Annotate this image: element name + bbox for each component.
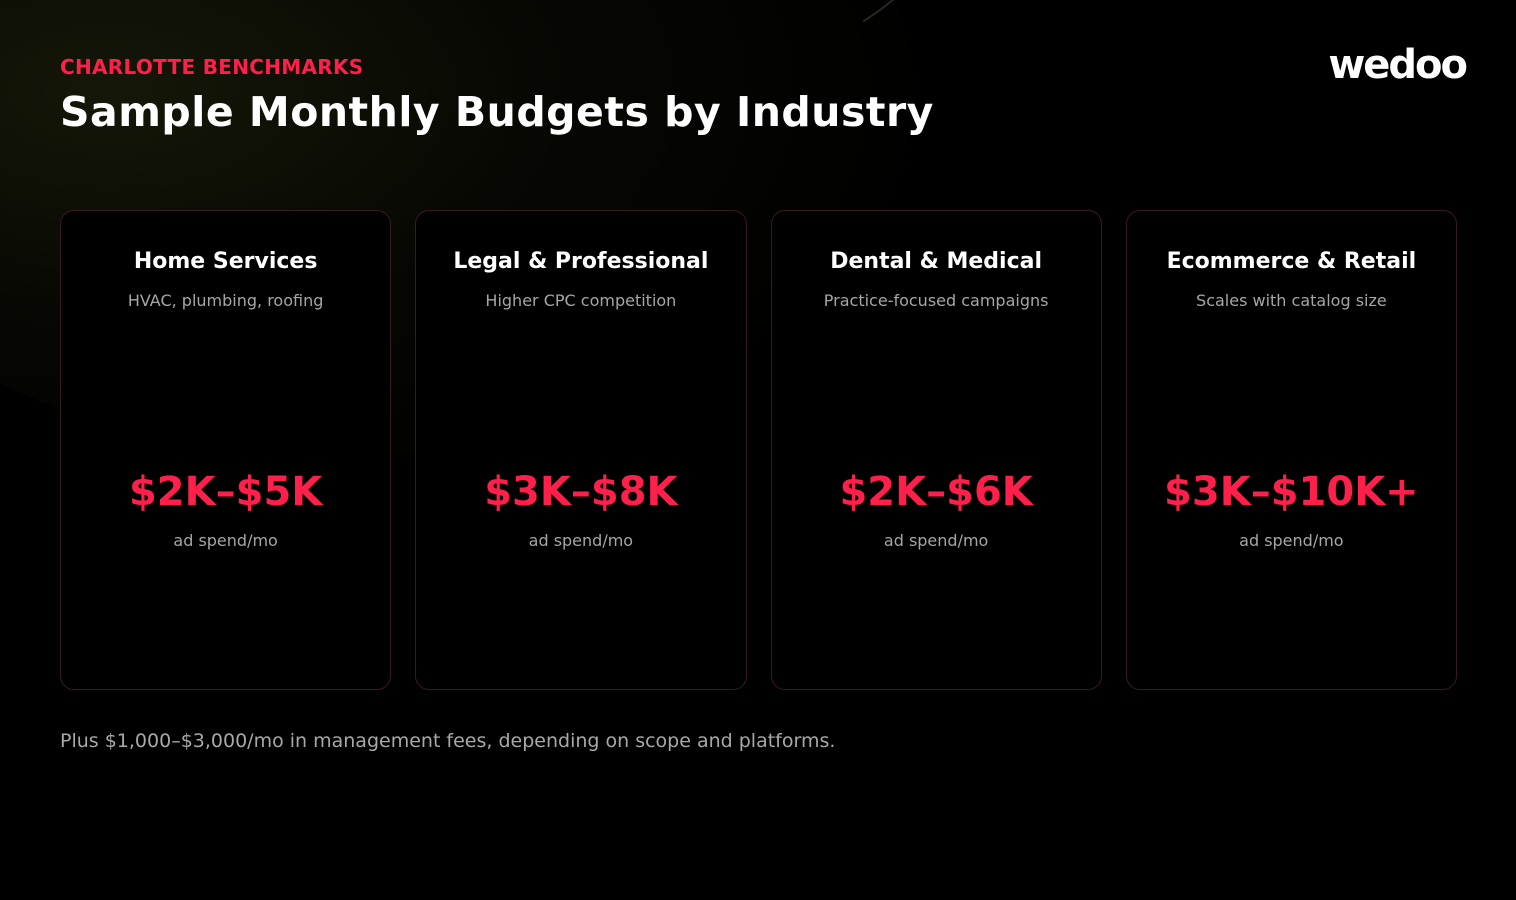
wedoo-logo: wedoo bbox=[1328, 42, 1468, 88]
page-title: Sample Monthly Budgets by Industry bbox=[60, 88, 934, 136]
card-budget-unit: ad spend/mo bbox=[883, 531, 989, 550]
card-budget-value: $3K–$8K bbox=[484, 469, 678, 515]
management-fee-note: Plus $1,000–$3,000/mo in management fees… bbox=[60, 730, 836, 752]
card-ecommerce-retail: Ecommerce & Retail Scales with catalog s… bbox=[1125, 210, 1457, 690]
card-title: Legal & Professional bbox=[453, 249, 709, 274]
card-title: Dental & Medical bbox=[830, 249, 1043, 274]
budget-cards: Home Services HVAC, plumbing, roofing $2… bbox=[60, 210, 1457, 690]
card-budget-value: $2K–$6K bbox=[839, 469, 1033, 515]
card-title: Home Services bbox=[133, 249, 318, 274]
card-subtitle: Practice-focused campaigns bbox=[823, 291, 1049, 310]
card-budget-unit: ad spend/mo bbox=[173, 531, 278, 550]
card-budget-unit: ad spend/mo bbox=[1239, 531, 1344, 550]
card-subtitle: HVAC, plumbing, roofing bbox=[127, 291, 324, 310]
card-subtitle: Higher CPC competition bbox=[485, 291, 677, 310]
card-subtitle: Scales with catalog size bbox=[1196, 291, 1387, 310]
section-eyebrow: CHARLOTTE BENCHMARKS bbox=[60, 55, 364, 79]
card-budget-value: $2K–$5K bbox=[128, 469, 323, 515]
card-budget-value: $3K–$10K+ bbox=[1164, 469, 1419, 515]
card-dental-medical: Dental & Medical Practice-focused campai… bbox=[770, 210, 1102, 690]
card-budget-unit: ad spend/mo bbox=[528, 531, 634, 550]
card-home-services: Home Services HVAC, plumbing, roofing $2… bbox=[60, 210, 392, 690]
card-legal-professional: Legal & Professional Higher CPC competit… bbox=[415, 210, 747, 690]
card-title: Ecommerce & Retail bbox=[1166, 249, 1417, 274]
